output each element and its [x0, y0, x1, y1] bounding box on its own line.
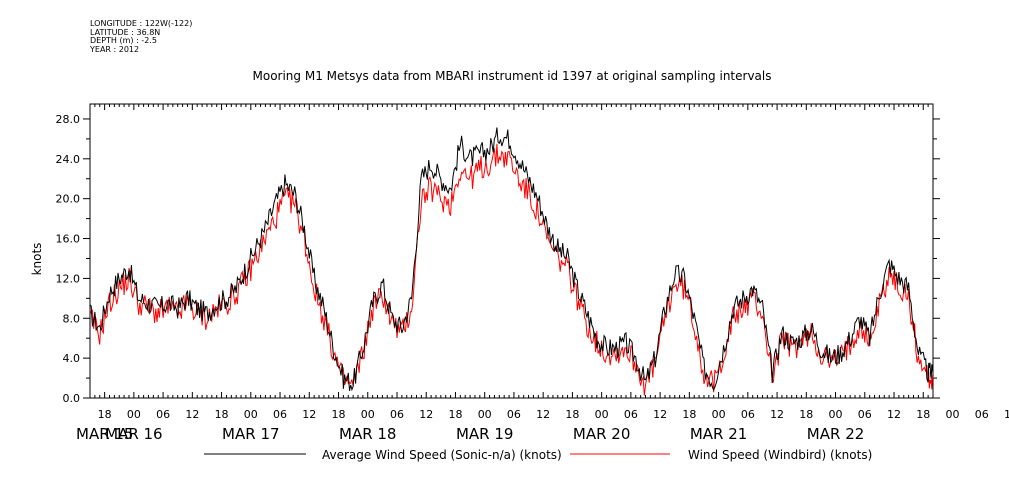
meta-latitude: LATITUDE : 36.8N [90, 27, 161, 37]
date-label: MAR 20 [573, 425, 630, 443]
series-line-sonic [89, 127, 934, 392]
date-label: MAR 16 [105, 425, 162, 443]
x-tick-label: 12 [770, 408, 784, 421]
station-metadata: LONGITUDE : 122W(-122) LATITUDE : 36.8N … [90, 19, 193, 54]
plot-frame [89, 103, 934, 399]
date-label: MAR 21 [690, 425, 747, 443]
x-tick-label: 12 [302, 408, 316, 421]
x-tick-label: 06 [390, 408, 404, 421]
x-tick-label: 00 [361, 408, 375, 421]
series-lines [89, 127, 934, 396]
x-tick-label: 12 [419, 408, 433, 421]
x-tick-label: 12 [653, 408, 667, 421]
x-tick-label: 00 [595, 408, 609, 421]
x-tick-label: 18 [799, 408, 813, 421]
x-tick-label: 06 [507, 408, 521, 421]
x-tick-label: 12 [1004, 408, 1009, 421]
y-tick-label: 20.0 [56, 193, 81, 206]
x-tick-label: 00 [829, 408, 843, 421]
x-tick-label: 06 [858, 408, 872, 421]
legend-label-sonic: Average Wind Speed (Sonic-n/a) (knots) [322, 448, 562, 462]
chart-title: Mooring M1 Metsys data from MBARI instru… [253, 69, 772, 83]
y-tick-labels: 0.0 4.0 8.0 12.0 16.0 20.0 24.0 28.0 [56, 113, 81, 405]
y-tick-label: 24.0 [56, 153, 81, 166]
meta-depth: DEPTH (m) : -2.5 [90, 36, 157, 45]
meta-year: YEAR : 2012 [90, 44, 140, 54]
x-tick-label: 18 [215, 408, 229, 421]
date-label: MAR 15 [76, 425, 133, 443]
x-tick-label: 00 [945, 408, 959, 421]
y-tick-label: 16.0 [56, 233, 81, 246]
x-tick-label: 00 [244, 408, 258, 421]
y-axis-label: knots [30, 243, 44, 276]
date-label: MAR 22 [807, 425, 864, 443]
y-tick-label: 0.0 [63, 392, 81, 405]
x-tick-label: 06 [273, 408, 287, 421]
x-tick-label: 12 [887, 408, 901, 421]
x-tick-label: 06 [156, 408, 170, 421]
series-line-windbird [89, 143, 934, 396]
meta-longitude: LONGITUDE : 122W(-122) [90, 19, 193, 28]
y-tick-label: 4.0 [63, 352, 81, 365]
x-tick-label: 00 [478, 408, 492, 421]
date-label: MAR 19 [456, 425, 513, 443]
y-tick-label: 12.0 [56, 272, 81, 285]
date-label: MAR 18 [339, 425, 396, 443]
x-tick-label: 00 [712, 408, 726, 421]
x-tick-label: 18 [682, 408, 696, 421]
x-tick-label: 18 [98, 408, 112, 421]
x-tick-label: 12 [185, 408, 199, 421]
x-tick-label: 18 [916, 408, 930, 421]
legend-label-windbird: Wind Speed (Windbird) (knots) [688, 448, 872, 462]
y-tick-label: 8.0 [63, 312, 81, 325]
x-tick-label: 06 [975, 408, 989, 421]
x-tick-label: 06 [741, 408, 755, 421]
date-label: MAR 17 [222, 425, 279, 443]
x-tick-label: 06 [624, 408, 638, 421]
x-tick-labels: 18 00 06 12 18 00 06 12 18 00 06 12 18 00 06 12 18 00 06 12… [98, 408, 1009, 421]
x-tick-label: 12 [536, 408, 550, 421]
y-tick-label: 28.0 [56, 113, 81, 126]
x-tick-label: 18 [332, 408, 346, 421]
legend: Average Wind Speed (Sonic-n/a) (knots) W… [204, 448, 872, 462]
x-tick-label: 18 [565, 408, 579, 421]
x-tick-label: 00 [127, 408, 141, 421]
x-tick-label: 18 [448, 408, 462, 421]
axis-ticks [83, 104, 940, 399]
